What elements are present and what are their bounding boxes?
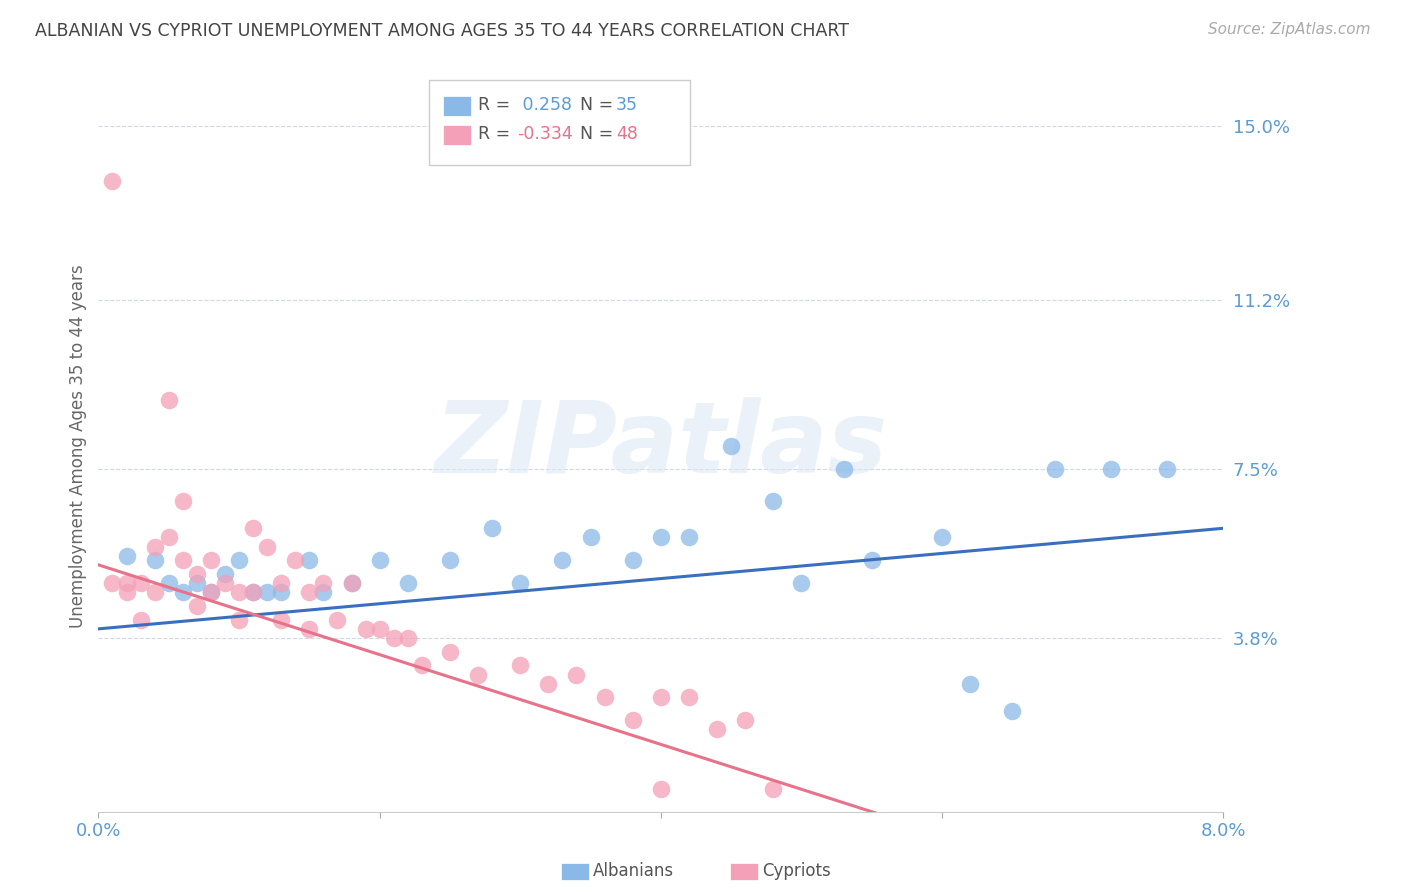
Point xyxy=(340,576,363,591)
Text: 48: 48 xyxy=(616,125,638,143)
Point xyxy=(382,631,405,645)
Point xyxy=(411,658,433,673)
Point xyxy=(396,631,419,645)
Point xyxy=(186,567,208,582)
Point xyxy=(551,553,574,567)
Point xyxy=(931,530,953,544)
Point xyxy=(129,576,152,591)
Point xyxy=(650,781,672,796)
Point xyxy=(172,553,194,567)
Point xyxy=(172,494,194,508)
Point xyxy=(298,553,321,567)
Point xyxy=(129,613,152,627)
Point xyxy=(340,576,363,591)
Point xyxy=(101,174,124,188)
Point xyxy=(579,530,602,544)
Point xyxy=(860,553,883,567)
Point xyxy=(1043,462,1066,476)
Point xyxy=(186,599,208,613)
Point xyxy=(326,613,349,627)
Point xyxy=(368,622,391,636)
Point xyxy=(481,521,503,535)
Point xyxy=(157,530,180,544)
Text: Cypriots: Cypriots xyxy=(762,862,831,880)
Point xyxy=(762,781,785,796)
Point xyxy=(172,585,194,599)
Point xyxy=(242,585,264,599)
Text: 35: 35 xyxy=(616,96,638,114)
Point xyxy=(509,658,531,673)
Point xyxy=(200,553,222,567)
Text: ZIPatlas: ZIPatlas xyxy=(434,398,887,494)
Point xyxy=(186,576,208,591)
Point xyxy=(214,567,236,582)
Point xyxy=(143,585,166,599)
Point xyxy=(1099,462,1122,476)
Point xyxy=(537,676,560,690)
Point xyxy=(115,576,138,591)
Point xyxy=(678,690,700,705)
Point xyxy=(242,521,264,535)
Point xyxy=(565,667,588,681)
Point xyxy=(312,576,335,591)
Point xyxy=(157,576,180,591)
Point xyxy=(256,540,278,554)
Point xyxy=(650,690,672,705)
Point xyxy=(298,585,321,599)
Point xyxy=(621,553,644,567)
Text: R =: R = xyxy=(478,96,516,114)
Point xyxy=(214,576,236,591)
Point xyxy=(312,585,335,599)
Point xyxy=(650,530,672,544)
Point xyxy=(678,530,700,544)
Point xyxy=(115,549,138,563)
Point xyxy=(621,714,644,728)
Text: N =: N = xyxy=(569,125,619,143)
Text: -0.334: -0.334 xyxy=(517,125,574,143)
Point xyxy=(157,393,180,408)
Point xyxy=(1156,462,1178,476)
Point xyxy=(115,585,138,599)
Point xyxy=(439,553,461,567)
Point xyxy=(270,613,292,627)
Point xyxy=(790,576,813,591)
Point xyxy=(1001,704,1024,718)
Point xyxy=(439,645,461,659)
Point xyxy=(228,613,250,627)
Point xyxy=(228,585,250,599)
Point xyxy=(143,553,166,567)
Text: 0.258: 0.258 xyxy=(517,96,572,114)
Point xyxy=(509,576,531,591)
Point xyxy=(832,462,855,476)
Point xyxy=(270,576,292,591)
Point xyxy=(298,622,321,636)
Point xyxy=(270,585,292,599)
Point xyxy=(101,576,124,591)
Point xyxy=(200,585,222,599)
Point xyxy=(228,553,250,567)
Text: Albanians: Albanians xyxy=(593,862,675,880)
Point xyxy=(368,553,391,567)
Text: ALBANIAN VS CYPRIOT UNEMPLOYMENT AMONG AGES 35 TO 44 YEARS CORRELATION CHART: ALBANIAN VS CYPRIOT UNEMPLOYMENT AMONG A… xyxy=(35,22,849,40)
Point xyxy=(242,585,264,599)
Point xyxy=(593,690,616,705)
Point xyxy=(143,540,166,554)
Text: R =: R = xyxy=(478,125,516,143)
Text: N =: N = xyxy=(569,96,619,114)
Text: Source: ZipAtlas.com: Source: ZipAtlas.com xyxy=(1208,22,1371,37)
Y-axis label: Unemployment Among Ages 35 to 44 years: Unemployment Among Ages 35 to 44 years xyxy=(69,264,87,628)
Point xyxy=(396,576,419,591)
Point xyxy=(200,585,222,599)
Point xyxy=(720,439,742,453)
Point xyxy=(467,667,489,681)
Point xyxy=(959,676,981,690)
Point xyxy=(706,723,728,737)
Point xyxy=(734,714,756,728)
Point xyxy=(284,553,307,567)
Point xyxy=(256,585,278,599)
Point xyxy=(354,622,377,636)
Point xyxy=(762,494,785,508)
